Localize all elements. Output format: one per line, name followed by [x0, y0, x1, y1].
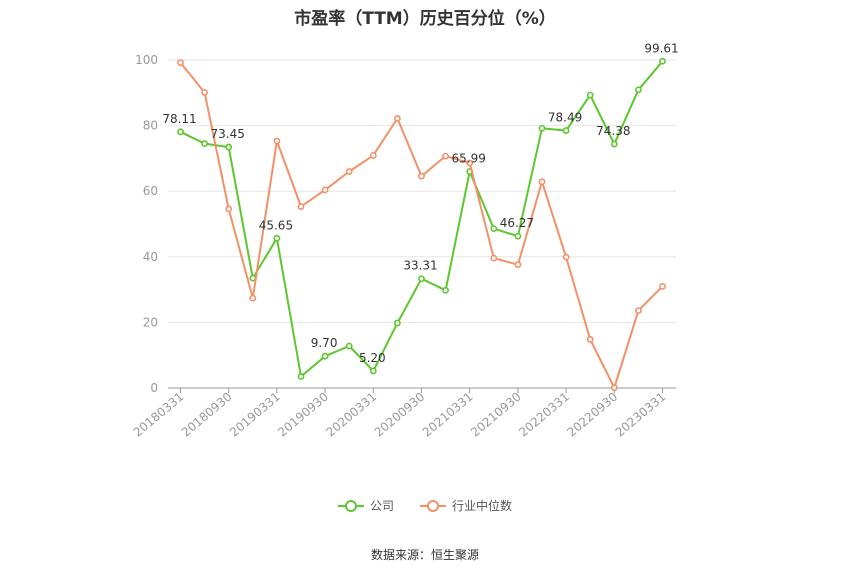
data-point-company	[442, 286, 449, 294]
data-point-company	[321, 352, 329, 360]
data-label: 78.11	[162, 112, 196, 126]
data-point-company	[297, 373, 305, 380]
data-label: 78.49	[548, 111, 582, 125]
x-tick-label: 20190930	[275, 390, 331, 440]
data-point-company	[273, 234, 281, 242]
data-point-company	[610, 140, 618, 148]
data-label: 45.65	[259, 218, 293, 232]
data-point-industry-median	[225, 205, 233, 213]
legend-label-company: 公司	[369, 499, 394, 513]
legend-label-industry-median: 行业中位数	[452, 499, 513, 513]
data-point-industry-median	[538, 178, 546, 186]
data-point-industry-median	[369, 152, 377, 159]
y-tick-label: 0	[150, 381, 158, 395]
data-point-company	[635, 86, 642, 94]
x-tick-label: 20210331	[420, 390, 476, 440]
legend-item-company[interactable]: 公司	[337, 497, 394, 514]
data-point-company	[514, 232, 522, 240]
data-point-industry-median	[586, 336, 594, 343]
data-point-company	[345, 342, 353, 350]
y-tick-label: 100	[135, 53, 158, 67]
data-label: 73.45	[211, 127, 245, 141]
x-tick-label: 20180331	[131, 390, 187, 440]
y-tick-label: 80	[143, 119, 158, 133]
data-labels: 78.11 73.45 45.65 9.70 5.20 33.31 65.99 46.27 78…	[162, 41, 678, 365]
data-point-industry-median	[466, 159, 474, 167]
data-point-company	[586, 91, 594, 99]
data-point-industry-median	[610, 384, 618, 392]
x-tick-label: 20210930	[468, 390, 524, 440]
legend: 公司 行业中位数	[0, 497, 850, 514]
data-point-industry-median	[418, 172, 425, 180]
data-label: 33.31	[403, 259, 437, 273]
data-point-company	[201, 140, 208, 148]
x-tick-label: 20220930	[564, 390, 620, 440]
data-label: 65.99	[452, 152, 486, 166]
data-label: 5.20	[359, 351, 386, 365]
series-lines	[177, 57, 666, 392]
legend-swatch-company	[337, 499, 364, 513]
x-tick-label: 20230331	[613, 390, 669, 440]
legend-item-industry-median[interactable]: 行业中位数	[420, 497, 512, 514]
data-label: 74.38	[596, 124, 630, 138]
data-point-industry-median	[273, 137, 281, 145]
legend-swatch-industry-median	[420, 499, 446, 513]
data-point-industry-median	[177, 59, 184, 67]
data-point-company	[490, 225, 498, 232]
data-point-industry-median	[297, 203, 305, 211]
data-point-company	[177, 128, 184, 136]
data-point-company	[225, 143, 233, 151]
y-tick-label: 40	[143, 250, 158, 264]
chart-title: 市盈率（TTM）历史百分位（%）	[294, 9, 556, 29]
data-point-industry-median	[201, 89, 208, 96]
x-tick-label: 20220331	[516, 390, 572, 440]
data-point-company	[659, 57, 666, 65]
data-label: 9.70	[311, 336, 338, 350]
data-point-industry-median	[635, 307, 642, 314]
data-point-industry-median	[393, 114, 401, 122]
data-label: 99.61	[644, 41, 678, 55]
axes: 0 20 40 60 80 100 2018033120180930201903312019…	[131, 53, 676, 440]
data-point-company	[393, 319, 401, 327]
data-label: 46.27	[500, 216, 534, 230]
data-point-company	[369, 367, 377, 375]
x-tick-label: 20180930	[179, 390, 235, 440]
series-line-company	[180, 60, 664, 378]
data-point-industry-median	[514, 261, 522, 269]
data-point-industry-median	[659, 282, 666, 290]
x-tick-label: 20190331	[227, 390, 283, 440]
grid-lines	[168, 59, 676, 323]
x-tick-label: 20200930	[372, 390, 428, 440]
data-point-industry-median	[345, 168, 353, 175]
source-note: 数据来源：恒生聚源	[370, 548, 479, 562]
data-point-industry-median	[490, 254, 498, 262]
data-point-company	[538, 124, 546, 132]
data-point-company	[562, 127, 570, 134]
y-tick-label: 20	[143, 315, 158, 329]
x-tick-label: 20200331	[323, 390, 379, 440]
data-point-industry-median	[442, 152, 449, 160]
data-point-industry-median	[249, 294, 257, 302]
y-tick-label: 60	[143, 184, 158, 198]
data-point-industry-median	[321, 186, 329, 194]
data-point-company	[418, 275, 425, 283]
data-point-industry-median	[562, 253, 570, 261]
